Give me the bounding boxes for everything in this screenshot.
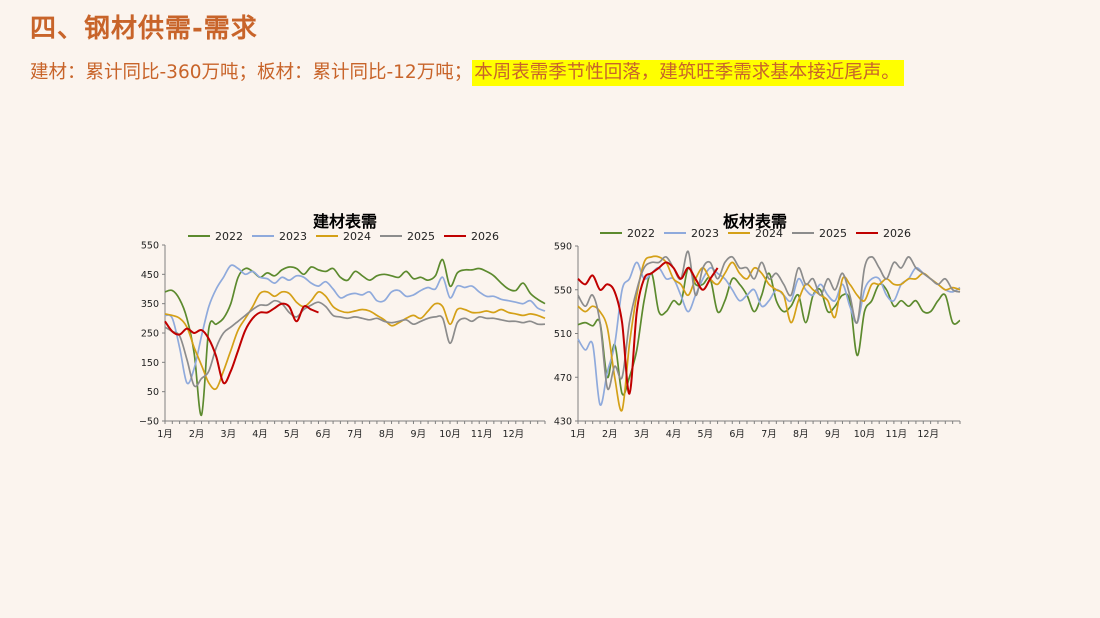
legend-label-2022: 2022 — [215, 230, 243, 243]
x-tick-label: 5月 — [284, 429, 300, 440]
legend-label-2025: 2025 — [407, 230, 435, 243]
x-tick-label: 1月 — [570, 429, 586, 440]
x-tick-label: 3月 — [221, 429, 237, 440]
x-tick-label: 5月 — [698, 429, 714, 440]
y-tick-label: 550 — [554, 285, 572, 296]
x-tick-label: 6月 — [316, 429, 332, 440]
chart-plate-demand: 板材表需 2022 2023 2024 2025 2026 430 470 510 550 590 1… — [554, 212, 961, 440]
chart-title: 建材表需 — [313, 212, 377, 231]
legend-label-2022: 2022 — [627, 227, 655, 240]
y-tick-label: 470 — [554, 373, 572, 384]
subtitle-highlight: 本周表需季节性回落，建筑旺季需求基本接近尾声。 — [472, 60, 904, 86]
legend-label-2026: 2026 — [471, 230, 499, 243]
x-tick-label: 8月 — [793, 429, 809, 440]
x-tick-label: 12月 — [503, 429, 525, 440]
y-tick-label: −50 — [139, 417, 159, 428]
y-tick-label: 510 — [554, 329, 572, 340]
x-tick-label: 8月 — [379, 429, 395, 440]
page-subtitle: 建材：累计同比-360万吨；板材：累计同比-12万吨； 本周表需季节性回落，建筑旺… — [30, 58, 904, 86]
series-line-2025 — [164, 299, 546, 388]
series-line-2022 — [577, 266, 961, 396]
y-tick-label: 550 — [141, 241, 159, 252]
legend-label-2023: 2023 — [691, 227, 719, 240]
y-tick-label: 250 — [141, 329, 159, 340]
series-line-2023 — [164, 264, 546, 385]
legend-label-2024: 2024 — [755, 227, 783, 240]
legend-label-2025: 2025 — [819, 227, 847, 240]
chart-title: 板材表需 — [723, 212, 787, 231]
legend-label-2023: 2023 — [279, 230, 307, 243]
x-tick-label: 9月 — [411, 429, 427, 440]
x-tick-label: 11月 — [471, 429, 493, 440]
x-tick-label: 10月 — [439, 429, 461, 440]
x-tick-label: 3月 — [634, 429, 650, 440]
series-line-2026 — [164, 302, 319, 385]
y-tick-label: 450 — [141, 270, 159, 281]
x-tick-label: 4月 — [252, 429, 268, 440]
series-line-2024 — [164, 290, 546, 391]
x-tick-label: 2月 — [189, 429, 205, 440]
x-tick-label: 12月 — [917, 429, 939, 440]
subtitle-plain: 建材：累计同比-360万吨；板材：累计同比-12万吨； — [30, 62, 473, 83]
series-line-2025 — [577, 250, 961, 391]
legend-label-2024: 2024 — [343, 230, 371, 243]
legend-label-2026: 2026 — [883, 227, 911, 240]
series-line-2022 — [164, 258, 546, 416]
x-tick-label: 6月 — [729, 429, 745, 440]
y-tick-label: 150 — [141, 358, 159, 369]
page-title: 四、钢材供需-需求 — [30, 14, 258, 44]
x-tick-label: 2月 — [602, 429, 618, 440]
y-tick-label: 430 — [554, 417, 572, 428]
y-tick-label: 50 — [147, 387, 159, 398]
y-tick-label: 590 — [554, 242, 572, 253]
x-tick-label: 7月 — [347, 429, 363, 440]
x-tick-label: 11月 — [886, 429, 908, 440]
x-tick-label: 4月 — [666, 429, 682, 440]
y-tick-label: 350 — [141, 299, 159, 310]
x-tick-label: 1月 — [157, 429, 173, 440]
chart-construction-demand: 建材表需 2022 2023 2024 2025 2026 −50 50 150 250 350 45… — [139, 212, 546, 440]
x-tick-label: 7月 — [761, 429, 777, 440]
series-line-2026 — [577, 261, 719, 395]
x-tick-label: 9月 — [825, 429, 841, 440]
x-tick-label: 10月 — [854, 429, 876, 440]
